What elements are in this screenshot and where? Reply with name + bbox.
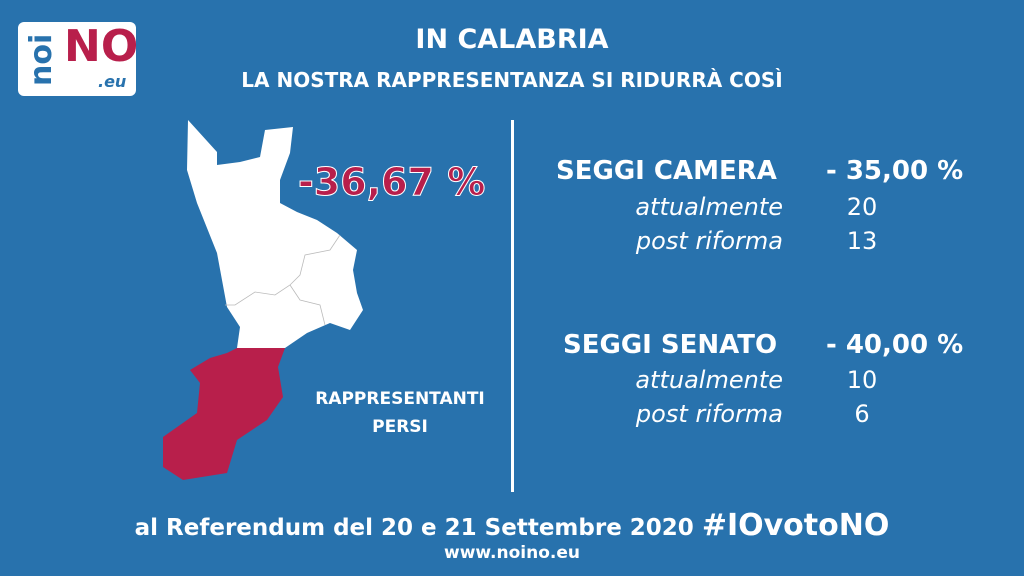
camera-current-value: 20 xyxy=(846,193,878,221)
senato-post-value: 6 xyxy=(854,400,870,428)
camera-post-value: 13 xyxy=(846,227,878,255)
total-change-percent: -36,67 % xyxy=(297,160,486,205)
footer-url[interactable]: www.noino.eu xyxy=(444,543,580,563)
senato-current-label: attualmente xyxy=(635,366,783,394)
footer-hashtag: #IOvotoNO xyxy=(701,508,890,543)
map-region-lost xyxy=(163,348,285,480)
camera-post-label: post riforma xyxy=(635,227,783,255)
senato-label: SEGGI SENATO xyxy=(563,330,778,360)
footer-referendum: al Referendum del 20 e 21 Settembre 2020… xyxy=(0,508,1024,543)
logo-no: NO xyxy=(64,21,139,72)
noino-logo: noi NO .eu xyxy=(18,21,139,96)
footer-text: al Referendum del 20 e 21 Settembre 2020 xyxy=(134,515,694,541)
caption-line-2: PERSI xyxy=(372,417,428,437)
camera-label: SEGGI CAMERA xyxy=(556,156,777,186)
camera-change: - 35,00 % xyxy=(826,156,964,186)
caption-line-1: RAPPRESENTANTI xyxy=(315,389,485,409)
page-subtitle: LA NOSTRA RAPPRESENTANZA SI RIDURRÀ COSÌ xyxy=(241,68,783,92)
senato-post-label: post riforma xyxy=(635,400,783,428)
divider xyxy=(511,120,514,492)
senato-change: - 40,00 % xyxy=(826,330,964,360)
lost-representatives-caption: RAPPRESENTANTI PERSI xyxy=(290,385,510,441)
senato-current-value: 10 xyxy=(846,366,878,394)
map-region-kept xyxy=(187,120,363,348)
page-title: IN CALABRIA xyxy=(415,24,609,55)
logo-eu: .eu xyxy=(98,72,127,91)
camera-current-label: attualmente xyxy=(635,193,783,221)
map-province-border xyxy=(289,284,326,326)
